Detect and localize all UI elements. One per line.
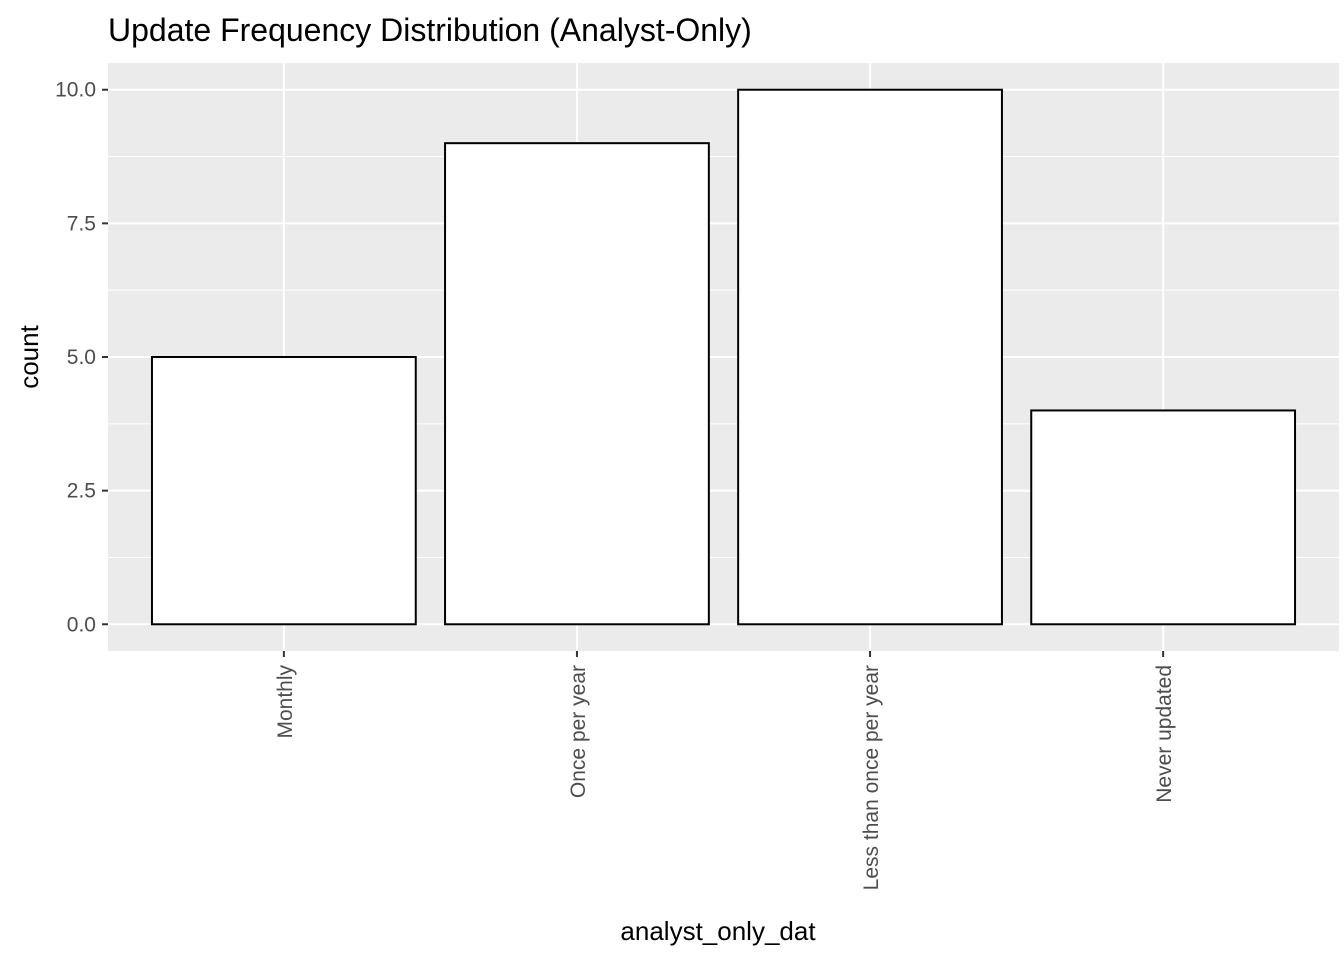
y-tick-label: 0.0 [67,613,96,636]
y-tick-label: 2.5 [67,480,96,503]
y-tick-label: 7.5 [67,212,96,235]
x-axis-title: analyst_only_dat [620,916,816,946]
x-tick-label: Never updated [1153,665,1176,803]
y-axis-title: count [14,324,44,388]
bar [444,142,710,626]
bar [150,356,417,626]
x-tick-label: Less than once per year [860,665,883,890]
bars [150,88,1297,626]
y-axis: 0.0 2.5 5.0 7.5 10.0 [55,79,108,636]
y-tick-label: 5.0 [67,346,96,369]
y-tick-label: 10.0 [55,79,96,102]
x-tick-label: Monthly [274,665,297,739]
bar [737,88,1003,626]
x-axis: Monthly Once per year Less than once per y… [274,651,1176,890]
chart-title: Update Frequency Distribution (Analyst-O… [108,12,752,48]
bar [1030,409,1297,626]
x-tick-label: Once per year [567,665,590,798]
